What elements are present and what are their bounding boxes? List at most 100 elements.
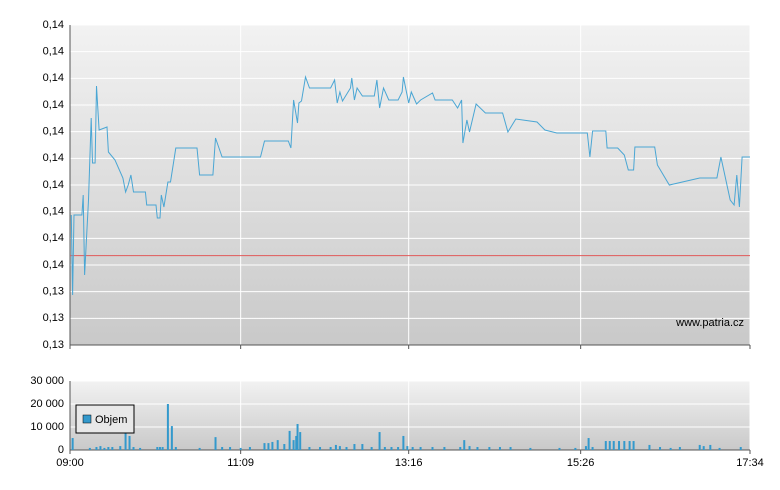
volume-bar: [463, 440, 466, 450]
volume-bar: [468, 446, 471, 450]
legend-swatch: [82, 414, 92, 424]
y-tick-label: 0,13: [43, 312, 64, 324]
volume-bar: [383, 447, 386, 450]
volume-bar: [174, 447, 177, 450]
volume-bar: [669, 447, 672, 450]
volume-bar: [591, 447, 594, 450]
volume-plot-background: [70, 381, 750, 450]
y-tick-label: 10 000: [30, 421, 64, 433]
y-tick-label: 0,14: [43, 72, 64, 84]
volume-bar: [397, 447, 400, 450]
watermark: www.patria.cz: [675, 317, 744, 329]
volume-bar: [718, 447, 721, 450]
volume-bar: [214, 437, 217, 450]
volume-bar: [334, 444, 337, 450]
volume-bar: [529, 447, 532, 450]
volume-bar: [739, 447, 742, 450]
volume-bar: [71, 438, 74, 450]
volume-bar: [498, 447, 501, 450]
y-tick-label: 0,14: [43, 99, 64, 111]
volume-bar: [623, 441, 626, 450]
volume-bar: [353, 444, 356, 450]
volume-bar: [128, 435, 131, 450]
volume-bar: [612, 441, 615, 450]
volume-bar: [111, 447, 114, 450]
x-tick-label: 17:34: [736, 457, 764, 469]
volume-bar: [283, 444, 286, 450]
y-tick-label: 0,13: [43, 339, 64, 351]
volume-bar: [488, 447, 491, 450]
volume-bar: [158, 447, 161, 450]
volume-bar: [632, 441, 635, 450]
y-tick-label: 30 000: [30, 375, 64, 387]
volume-bar: [648, 444, 651, 450]
volume-bar: [419, 447, 422, 450]
volume-bar: [329, 447, 332, 450]
volume-bar: [709, 444, 712, 450]
x-tick-label: 13:16: [395, 457, 423, 469]
y-tick-label: 0,14: [43, 206, 64, 218]
volume-bar: [431, 447, 434, 450]
volume-bar: [132, 447, 135, 450]
volume-bar: [411, 447, 414, 450]
legend-label: Objem: [95, 414, 127, 426]
volume-bar: [296, 424, 299, 450]
volume-bar: [604, 441, 607, 450]
volume-bar: [378, 432, 381, 450]
volume-bar: [443, 447, 446, 450]
y-tick-label: 0,13: [43, 286, 64, 298]
volume-bar: [119, 446, 122, 450]
volume-bar: [608, 441, 611, 450]
x-tick-label: 15:26: [567, 457, 595, 469]
volume-bar: [406, 446, 409, 450]
volume-bar: [345, 447, 348, 450]
volume-bar: [299, 432, 302, 450]
volume-bar: [584, 446, 587, 450]
volume-bar: [229, 447, 232, 450]
volume-bar: [370, 447, 373, 450]
volume-bar: [288, 430, 291, 450]
volume-bar: [170, 426, 173, 450]
volume-bar: [402, 435, 405, 450]
volume-bar: [107, 447, 110, 450]
volume-bar: [99, 446, 102, 450]
volume-bar: [558, 447, 561, 450]
y-tick-label: 20 000: [30, 398, 64, 410]
volume-bar: [308, 447, 311, 450]
volume-bar: [509, 447, 512, 450]
y-tick-label: 0,14: [43, 152, 64, 164]
volume-bar: [459, 447, 462, 450]
y-tick-label: 0,14: [43, 19, 64, 31]
volume-bar: [361, 444, 364, 450]
volume-bar: [161, 447, 164, 450]
volume-bar: [239, 447, 242, 450]
y-tick-label: 0: [58, 444, 64, 456]
volume-bar: [103, 447, 106, 450]
volume-bar: [338, 446, 341, 450]
volume-bar: [574, 447, 577, 450]
volume-bar: [221, 447, 224, 450]
volume-bar: [292, 440, 295, 450]
volume-bar: [139, 447, 142, 450]
legend-box: [75, 404, 135, 434]
volume-bar: [698, 444, 701, 450]
volume-bar: [276, 440, 279, 450]
volume-bar: [618, 441, 621, 450]
volume-bar: [271, 441, 274, 450]
volume-bar: [95, 447, 98, 450]
y-tick-label: 0,14: [43, 126, 64, 138]
volume-bar: [88, 447, 91, 450]
x-tick-label: 11:09: [227, 457, 254, 469]
volume-bar: [248, 447, 251, 450]
price-line: [70, 75, 750, 296]
volume-bar: [476, 447, 479, 450]
volume-bar: [156, 447, 159, 450]
y-tick-label: 0,14: [43, 46, 64, 58]
y-tick-label: 0,14: [43, 232, 64, 244]
x-tick-label: 09:00: [56, 457, 84, 469]
volume-bar: [678, 447, 681, 450]
volume-bar: [295, 435, 298, 450]
volume-bar: [659, 447, 662, 450]
volume-bar: [166, 404, 169, 450]
volume-bar: [390, 447, 393, 450]
